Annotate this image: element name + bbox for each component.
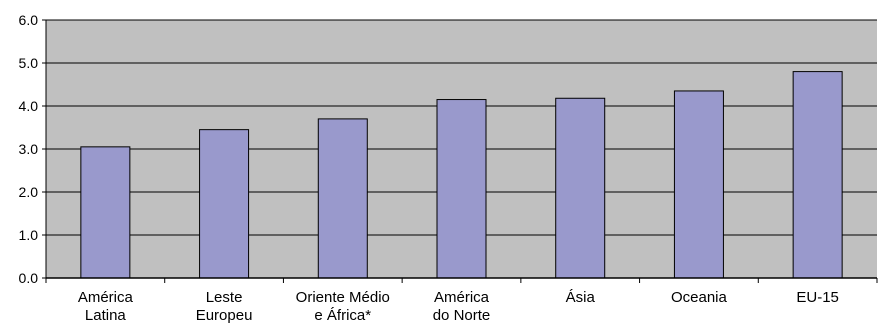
x-tick-label: Leste Europeu xyxy=(196,289,253,324)
y-tick-label: 4.0 xyxy=(19,98,39,114)
bar xyxy=(317,118,368,279)
x-tick-label: Oriente Médio e África* xyxy=(296,289,390,324)
bar xyxy=(792,71,843,279)
bar xyxy=(673,90,724,279)
x-axis-ticks: América Latina Leste Europeu Oriente Médio e … xyxy=(78,289,839,324)
y-tick-label: 2.0 xyxy=(19,184,39,200)
x-tick-label: América Latina xyxy=(78,289,134,324)
bar xyxy=(436,99,487,279)
y-tick-label: 3.0 xyxy=(19,141,39,157)
bar xyxy=(199,129,250,279)
y-tick-label: 0.0 xyxy=(19,270,39,286)
x-tick-label: EU-15 xyxy=(796,289,839,306)
y-axis-ticks: 0.0 1.0 2.0 3.0 4.0 5.0 6.0 xyxy=(19,12,46,286)
x-tick-label: América do Norte xyxy=(433,289,491,324)
x-tick-label: Ásia xyxy=(566,289,596,306)
y-tick-label: 5.0 xyxy=(19,55,39,71)
bars xyxy=(80,71,843,279)
y-tick-label: 1.0 xyxy=(19,227,39,243)
bar xyxy=(555,97,606,279)
bar xyxy=(80,146,131,279)
x-tick-label: Oceania xyxy=(671,289,728,306)
y-tick-label: 6.0 xyxy=(19,12,39,28)
